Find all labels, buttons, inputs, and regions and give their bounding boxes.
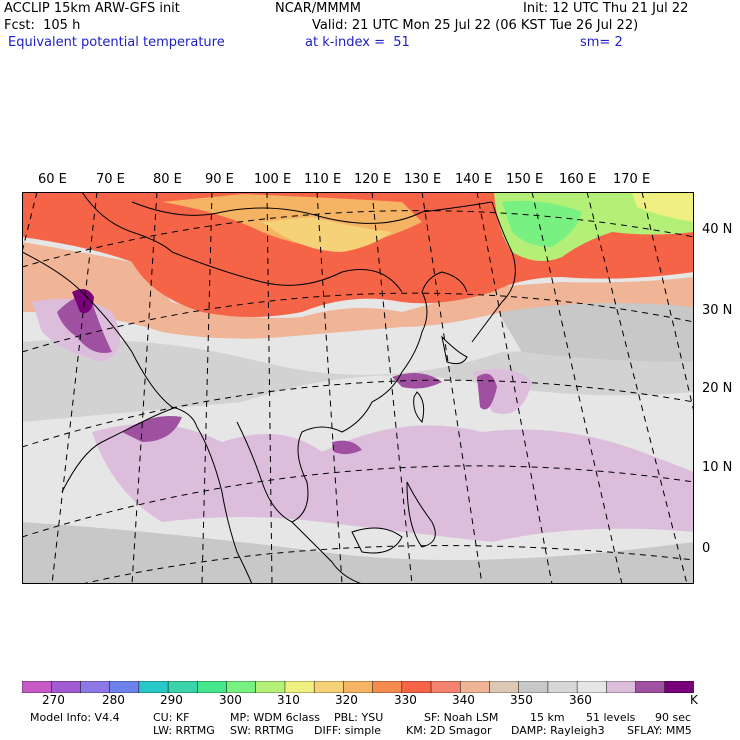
lat-label: 0 [702,541,711,556]
colorbar-unit: K [690,693,698,707]
theta-e-map [22,192,694,584]
diff-scheme: DIFF: simple [314,724,382,737]
colorbar-tick: 280 [102,693,125,707]
colorbar-swatch [80,681,111,693]
colorbar-swatch [284,681,315,693]
colorbar-swatch [372,681,403,693]
lon-label: 90 E [205,172,234,187]
lon-label: 100 E [254,172,292,187]
pbl-scheme: PBL: YSU [334,711,384,724]
lon-label: 140 E [455,172,493,187]
damp-scheme: DAMP: Rayleigh3 [511,724,605,737]
lon-label: 70 E [96,172,125,187]
colorbar-swatch [401,681,432,693]
colorbar-swatch [226,681,257,693]
vertical-levels: 51 levels [586,711,636,724]
colorbar-swatch [197,681,228,693]
colorbar-swatch [547,681,578,693]
mp-scheme: MP: WDM 6class [230,711,320,724]
lon-label: 60 E [38,172,67,187]
colorbar-tick: 340 [452,693,475,707]
colorbar-swatch [343,681,374,693]
lon-label: 120 E [354,172,392,187]
colorbar-swatch [460,681,491,693]
field-region-lavender [92,424,694,542]
colorbar-swatch [430,681,462,693]
field-band-gray-east [492,298,694,362]
field-band-gray-south [22,522,694,584]
colorbar-swatch [606,681,637,693]
colorbar-swatch [489,681,520,693]
field-band-gray [22,339,694,422]
colorbar-swatch [255,681,286,693]
colorbar-tick: 270 [42,693,65,707]
lat-label: 20 N [702,381,733,396]
sflay-scheme: SFLAY: MM5 [627,724,692,737]
time-step: 90 sec [655,711,692,724]
colorbar-swatch [518,681,549,693]
field-region-yellow [262,217,392,252]
map-frame [22,192,694,584]
lw-scheme: LW: RRTMG [153,724,215,737]
field-patch-purple-pacific [477,373,497,410]
lon-label: 160 E [559,172,597,187]
colorbar-swatch [635,681,666,693]
colorbar-tick: 310 [277,693,300,707]
sf-scheme: SF: Noah LSM [424,711,499,724]
lon-label: 130 E [404,172,442,187]
lon-label: 170 E [613,172,651,187]
forecast-hour: Fcst: 105 h [4,18,81,33]
field-region-yellowgreen [632,192,694,222]
coastlines [22,192,516,584]
colorbar-swatch [22,681,52,693]
colorbar-tick: 290 [160,693,183,707]
colorbar-swatch [109,681,140,693]
cu-scheme: CU: KF [153,711,190,724]
field-name: Equivalent potential temperature [8,35,225,50]
field-region-green [502,200,582,247]
colorbar-swatch [313,681,345,693]
level-label: at k-index = 51 [305,35,410,50]
valid-time: Valid: 21 UTC Mon 25 Jul 22 (06 KST Tue … [312,18,639,33]
sw-scheme: SW: RRTMG [230,724,294,737]
model-info: Model Info: V4.4 [30,711,120,724]
km-scheme: KM: 2D Smagor [406,724,492,737]
field-patch-purple-bay [122,416,182,442]
model-title: ACCLIP 15km ARW-GFS init [4,1,180,16]
lon-label: 80 E [153,172,182,187]
colorbar [22,681,694,693]
colorbar-swatch [138,681,169,693]
lat-label: 30 N [702,303,733,318]
lat-label: 40 N [702,222,733,237]
colorbar-tick: 350 [510,693,533,707]
smoothing-label: sm= 2 [580,35,623,50]
init-time: Init: 12 UTC Thu 21 Jul 22 [523,1,689,16]
lat-label: 10 N [702,460,733,475]
colorbar-tick: 300 [219,693,242,707]
resolution: 15 km [530,711,565,724]
field-band-tan [22,242,694,339]
colorbar-swatch [167,681,199,693]
field-patch-darkpurple [72,288,94,313]
colorbar-swatch [50,681,82,693]
graticule [22,192,694,584]
center-label: NCAR/MMMM [275,1,361,16]
lon-label: 110 E [304,172,342,187]
lon-label: 150 E [506,172,544,187]
colorbar-tick: 360 [569,693,592,707]
field-patch-purple [57,296,112,353]
field-patch-purple-small [332,440,362,455]
colorbar-tick: 320 [335,693,358,707]
colorbar-swatch [664,681,694,693]
colorbar-tick: 330 [394,693,417,707]
colorbar-swatch [576,681,608,693]
